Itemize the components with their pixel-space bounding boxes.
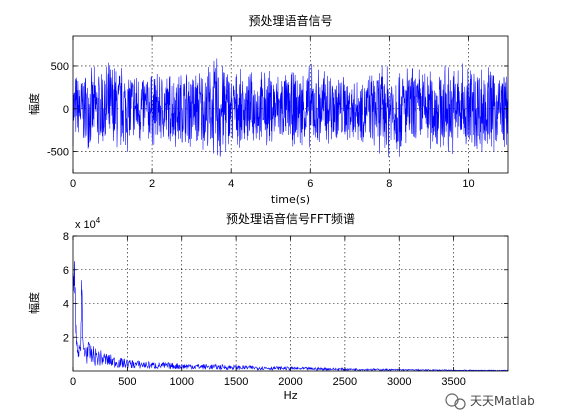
chart-1-xtick-label: 2 (149, 178, 155, 190)
chart-1-xtick-label: 0 (70, 178, 76, 190)
chart-1-ytick-label: 500 (51, 61, 69, 73)
chart-1-ticks: 0 2 4 6 8 10 -500 0 500 (47, 36, 508, 190)
chart-2-xtick-label: 2500 (333, 376, 357, 388)
chart-1-xtick-label: 4 (228, 178, 234, 190)
chart-2-ytick-label: 2 (63, 332, 69, 344)
chart-2-spectrum-line (72, 261, 509, 372)
chart-2-xtick-label: 2000 (278, 376, 302, 388)
chart-2-y-exponent: 4 (96, 216, 101, 225)
chart-2-ytick-label: 6 (63, 265, 69, 277)
chart-2-y-multiplier-base: x 10 (75, 219, 96, 231)
chart-1-ylabel: 幅度 (27, 93, 41, 115)
chart-2-ytick-label: 8 (63, 231, 69, 243)
chart-1: 0 2 4 6 8 10 -500 0 500 预处理语音信号 time(s) 幅度 (27, 13, 509, 206)
chart-2-spectrum (72, 261, 509, 372)
chart-2-xtick-label: 3000 (387, 376, 411, 388)
chart-2-xtick-label: 1500 (224, 376, 248, 388)
watermark-text: 天天Matlab (470, 394, 535, 408)
chart-2-y-multiplier: x 104 (75, 216, 101, 231)
chart-1-xtick-label: 6 (307, 178, 313, 190)
chart-2-xtick-label: 0 (70, 376, 76, 388)
chart-2-xtick-label: 1000 (170, 376, 194, 388)
chart-1-title: 预处理语音信号 (248, 13, 332, 28)
chart-2: 0 500 1000 1500 2000 2500 3000 3500 2 4 6 8 预处理语音信号… (27, 211, 509, 402)
chart-1-xtick-label: 8 (386, 178, 392, 190)
chart-1-xlabel: time(s) (271, 193, 310, 206)
chart-2-title: 预处理语音信号FFT频谱 (226, 211, 355, 226)
chart-1-frame (72, 35, 509, 174)
chart-2-xtick-label: 3500 (441, 376, 465, 388)
chart-1-signal (72, 58, 509, 158)
chart-2-xtick-label: 500 (118, 376, 136, 388)
chart-2-xlabel: Hz (283, 389, 297, 402)
chart-2-ticks: 0 500 1000 1500 2000 2500 3000 3500 2 4 6 8 (63, 231, 508, 388)
watermark: 天天Matlab (445, 393, 535, 410)
chart-2-ytick-label: 4 (63, 299, 69, 311)
chart-1-ytick-label: -500 (47, 147, 69, 159)
wechat-icon-bubble (454, 398, 466, 410)
chart-1-xtick-label: 10 (462, 178, 474, 190)
chart-2-ylabel: 幅度 (27, 292, 41, 314)
chart-2-grid (73, 236, 508, 371)
chart-1-signal-line (72, 58, 509, 158)
chart-1-ytick-label: 0 (63, 104, 69, 116)
